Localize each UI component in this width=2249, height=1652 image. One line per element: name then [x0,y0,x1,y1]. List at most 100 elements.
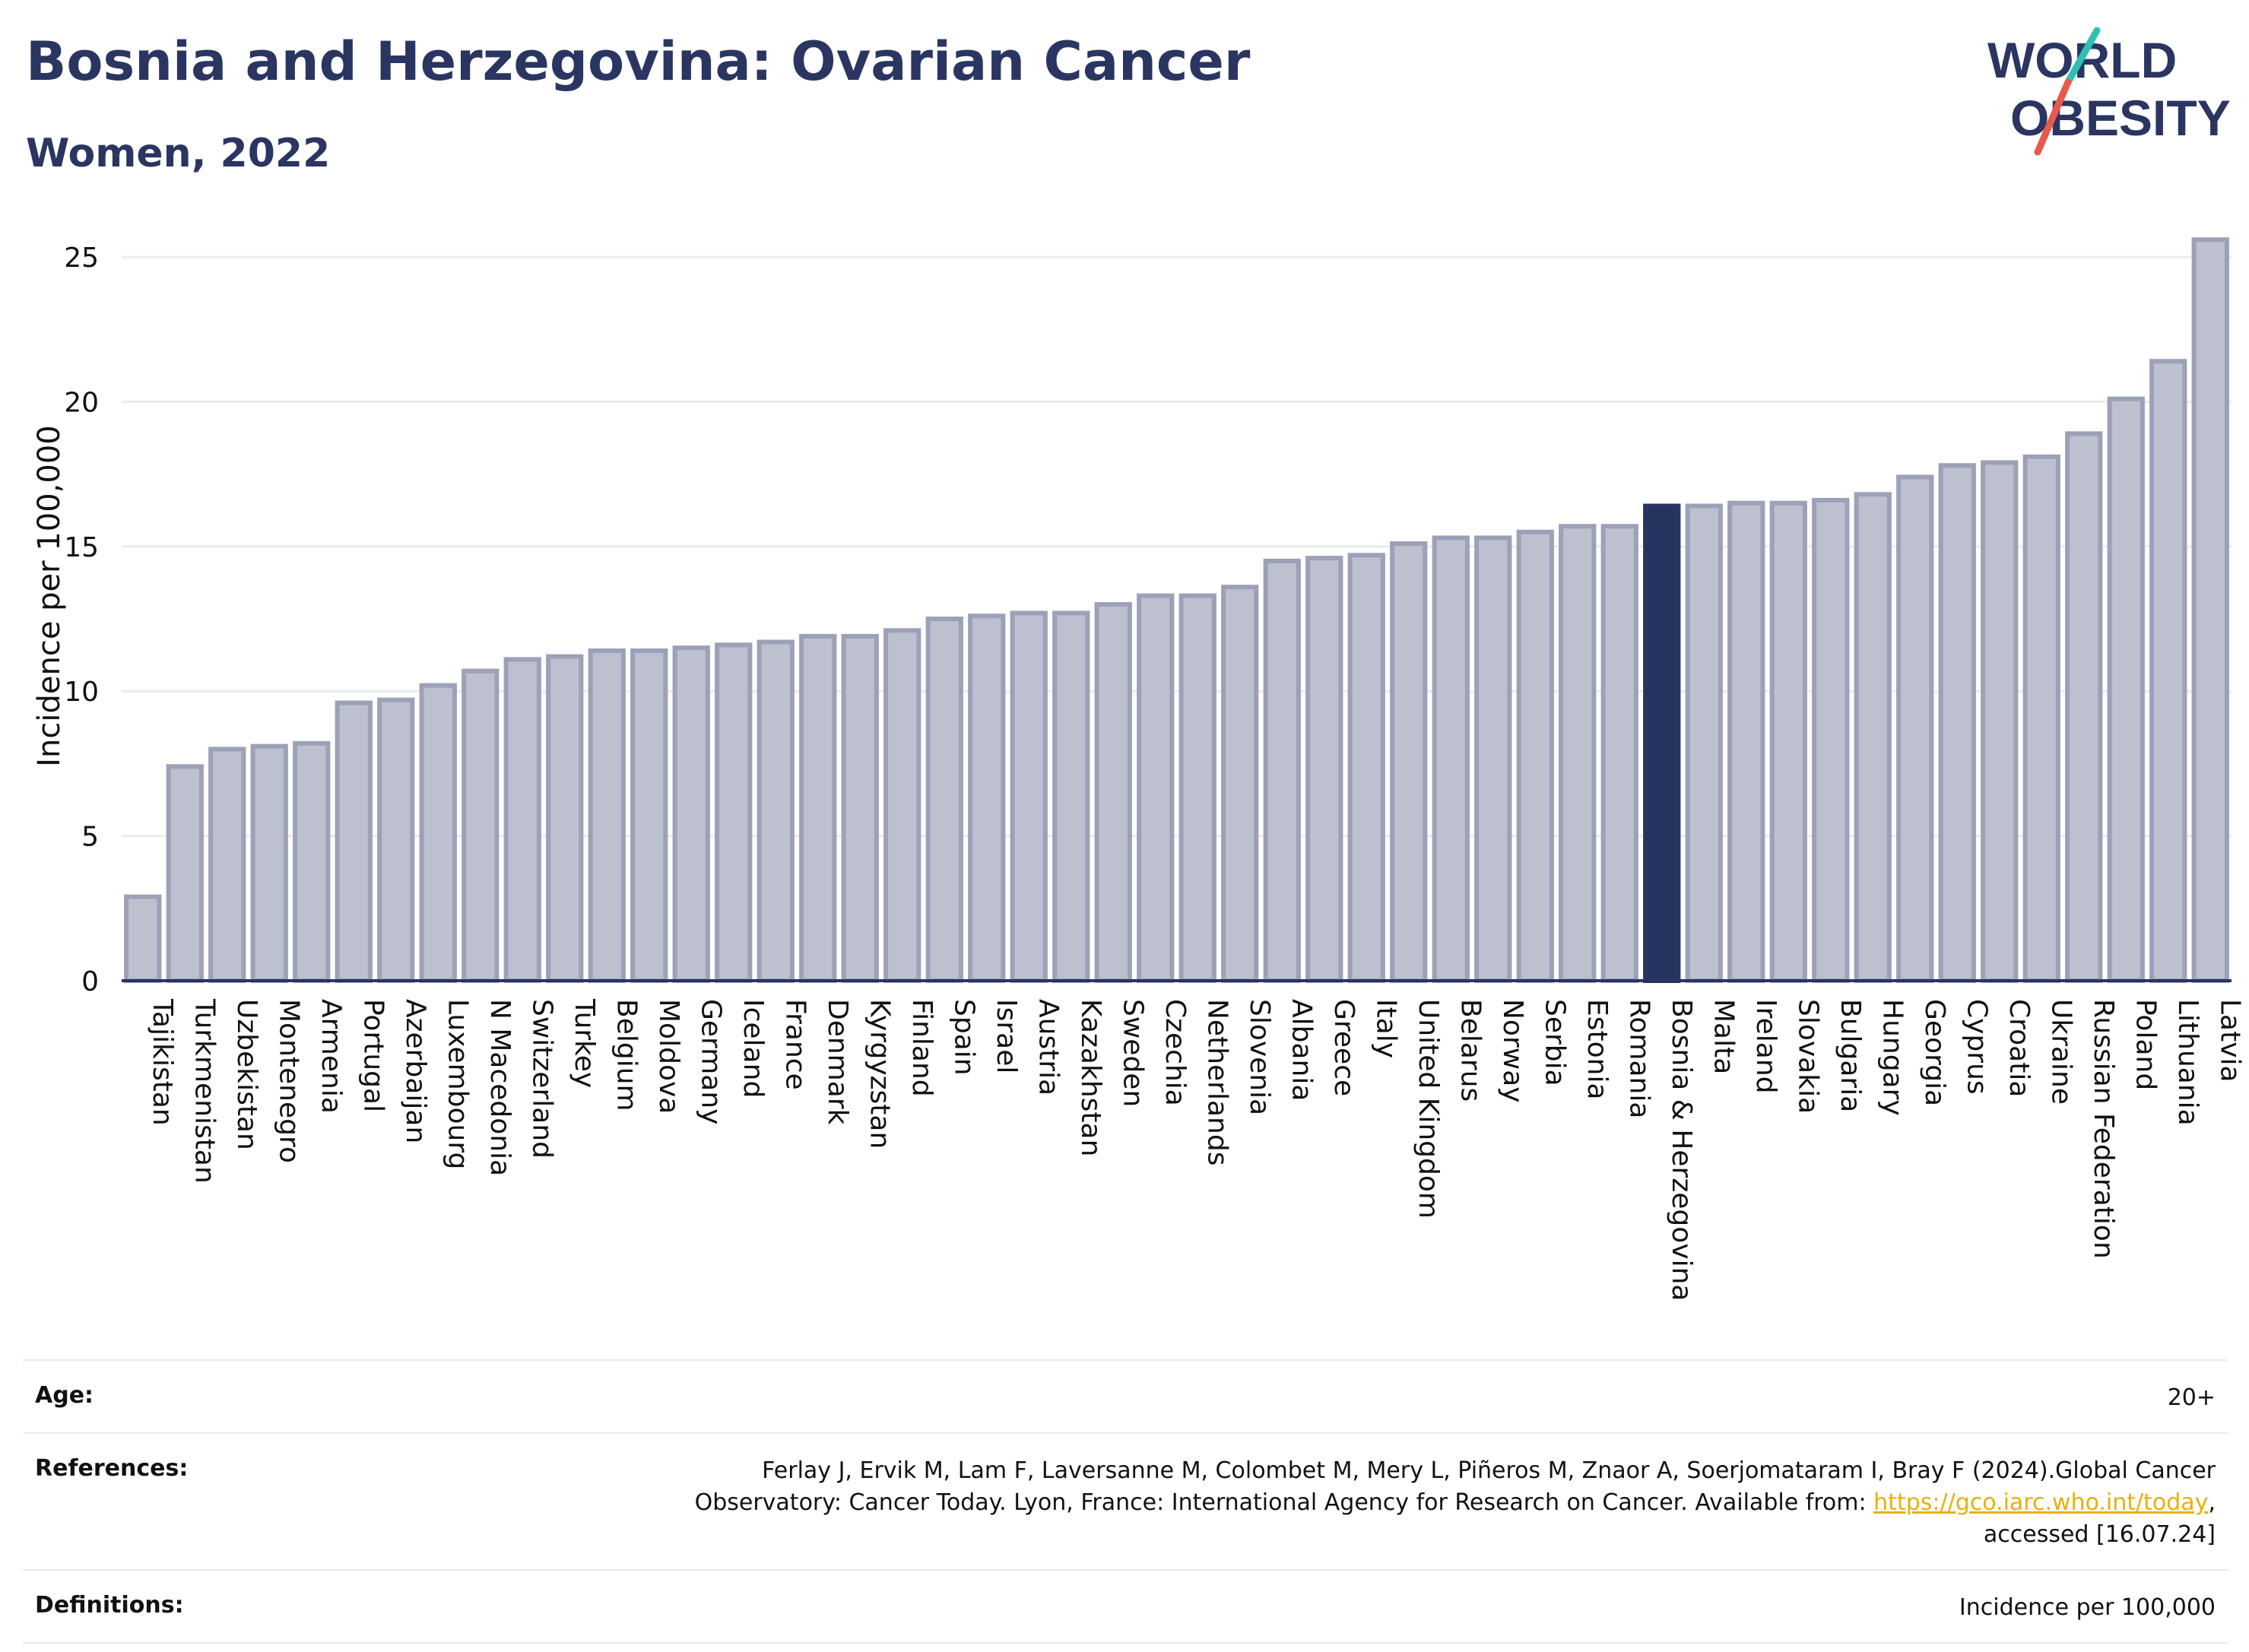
bar [1812,497,1850,983]
y-tick-label: 10 [64,677,99,708]
bar [715,642,753,983]
bar [546,654,584,983]
page-title: Bosnia and Herzegovina: Ovarian Cancer [26,30,1251,93]
y-tick-labels: 0 5 10 15 20 25 [64,243,99,997]
x-tick-label: Kazakhstan [1075,999,1106,1156]
bar [1516,529,1554,983]
bar [293,740,331,983]
bar [1263,558,1301,983]
bar [968,614,1006,983]
bar-highlight [1643,503,1681,983]
x-tick-label: Uzbekistan [231,999,262,1150]
bar [1010,610,1048,984]
y-tick-label: 20 [64,387,99,418]
bar [208,747,246,984]
x-tick-label: Kyrgyzstan [864,999,895,1149]
x-tick-label: Norway [1497,999,1528,1103]
x-tick-label: Moldova [653,999,684,1114]
bar [2022,454,2060,983]
bars [124,237,2229,984]
bar-chart: 0 5 10 15 20 25 Tajikistan Turkmenistan Uzbekis… [32,237,2246,1301]
y-tick-label: 25 [64,243,99,274]
x-tick-label: Bosnia & Herzegovina [1666,999,1697,1301]
x-tick-label: Tajikistan [147,998,178,1126]
x-tick-label: Serbia [1539,999,1570,1086]
age-value: 20+ [2167,1384,2216,1411]
page-subtitle: Women, 2022 [26,131,331,176]
bar [1896,474,1934,983]
bar [799,633,837,984]
bar [1137,593,1175,983]
x-tick-label: Iceland [738,999,769,1098]
bar [757,639,795,983]
x-tick-label: Ireland [1750,999,1781,1094]
logo-slash-teal [2064,27,2101,86]
bar [377,697,415,984]
bar [1981,460,2019,983]
bar [1432,535,1470,983]
bar [588,648,626,984]
x-tick-label: Czechia [1159,999,1191,1106]
x-tick-label: Slovenia [1244,999,1275,1115]
bar [335,700,373,983]
x-tick-label: Malta [1708,999,1739,1074]
x-tick-label: Slovakia [1792,999,1823,1114]
y-tick-label: 5 [81,822,99,853]
bar [1178,593,1216,983]
bar [462,668,500,983]
bar [1769,500,1807,983]
bar [1390,541,1428,983]
references-text-1: Ferlay J, Ervik M, Lam F, Laversanne M, … [762,1457,2216,1484]
bar [672,645,710,983]
references-text-4: accessed [16.07.24] [1983,1521,2216,1548]
bar [503,657,541,983]
x-tick-label: Belarus [1454,999,1486,1102]
bar [419,683,457,983]
x-tick-label: Turkey [569,998,600,1088]
bar [2065,431,2103,983]
x-tick-label: Estonia [1581,999,1613,1100]
bar [2107,396,2145,983]
references-value: Ferlay J, Ervik M, Lam F, Laversanne M, … [695,1455,2216,1551]
bar [1221,585,1259,983]
bar [124,894,162,983]
world-obesity-logo: WORLD OBESITY [1987,27,2231,156]
bar [1938,463,1976,983]
x-tick-labels: Tajikistan Turkmenistan Uzbekistan Monteneg… [147,998,2246,1301]
definitions-label: Definitions: [35,1592,184,1619]
x-tick-label: Latvia [2214,999,2245,1083]
x-tick-label: Ukraine [2045,999,2076,1105]
bar [1305,556,1343,983]
x-tick-label: France [779,999,810,1090]
meta-row-references: References: Ferlay J, Ervik M, Lam F, La… [23,1432,2228,1569]
references-link[interactable]: https://gco.iarc.who.int/today [1873,1489,2209,1516]
y-tick-label: 0 [81,966,99,997]
x-tick-label: Sweden [1117,999,1148,1107]
x-tick-label: Switzerland [526,999,557,1159]
bar [2149,359,2187,983]
x-tick-label: Spain [948,999,979,1076]
x-tick-label: Italy [1370,999,1401,1058]
bar [166,764,204,983]
bar [925,617,963,983]
x-tick-label: Belgium [611,999,642,1111]
bar [2191,237,2229,983]
bar [1854,492,1892,983]
x-tick-label: Luxembourg [442,999,473,1169]
x-tick-label: N Macedonia [484,999,515,1176]
x-tick-label: Poland [2130,999,2161,1090]
bar [250,744,288,983]
x-tick-label: Azerbaijan [400,999,431,1143]
x-tick-label: Romania [1623,999,1654,1118]
bar [1600,524,1638,983]
x-tick-label: Bulgaria [1835,999,1866,1112]
y-axis-title: Incidence per 100,000 [32,425,67,767]
bar [1094,602,1132,983]
x-tick-label: Germany [695,999,726,1124]
bar [1727,500,1765,983]
references-text-2: Observatory: Cancer Today. Lyon, France:… [694,1489,1874,1516]
references-label: References: [35,1455,189,1482]
x-tick-label: Montenegro [273,999,304,1163]
bar [630,648,668,984]
y-tick-label: 15 [64,532,99,563]
